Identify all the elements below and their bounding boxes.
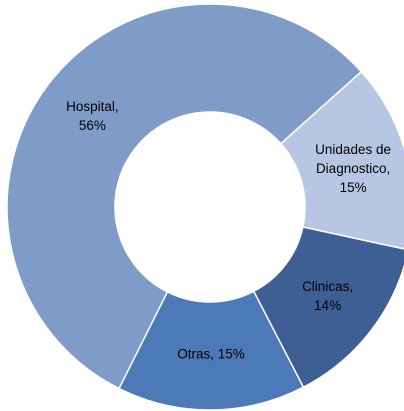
data-label: 56% — [79, 118, 106, 133]
data-label: Otras, 15% — [177, 347, 245, 362]
donut-slice — [252, 226, 404, 389]
donut-slice — [6, 3, 363, 390]
data-label: 14% — [314, 298, 341, 313]
data-label: Diagnostico, — [316, 161, 390, 176]
data-label: Hospital, — [66, 99, 119, 114]
data-label: 15% — [340, 180, 367, 195]
donut-slice — [279, 70, 404, 250]
donut-slice — [118, 290, 305, 411]
data-label: Clinicas, — [302, 279, 353, 294]
data-label: Unidades de — [315, 142, 391, 157]
